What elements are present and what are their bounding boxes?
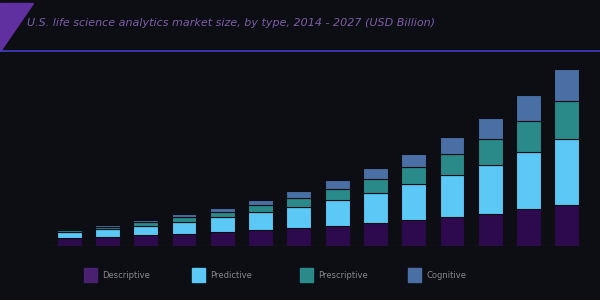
Text: Predictive: Predictive	[210, 271, 252, 280]
Text: Descriptive: Descriptive	[102, 271, 150, 280]
Bar	[56, 232, 82, 238]
Bar	[172, 218, 196, 222]
Bar	[172, 214, 196, 218]
Bar	[286, 206, 311, 228]
Bar	[248, 230, 273, 246]
Bar	[172, 234, 196, 246]
Bar	[440, 154, 464, 175]
Text: U.S. life science analytics market size, by type, 2014 - 2027 (USD Billion): U.S. life science analytics market size,…	[27, 18, 435, 28]
Bar	[192, 268, 205, 282]
Bar	[133, 222, 158, 226]
Bar	[440, 175, 464, 217]
Bar	[133, 220, 158, 222]
Bar	[440, 217, 464, 246]
Bar	[95, 225, 120, 226]
Bar	[325, 180, 350, 189]
Bar	[554, 101, 580, 139]
Bar	[554, 139, 580, 205]
Text: Prescriptive: Prescriptive	[318, 271, 368, 280]
Bar	[210, 212, 235, 217]
Bar	[300, 268, 313, 282]
Bar	[325, 226, 350, 246]
Bar	[210, 232, 235, 246]
Bar	[478, 164, 503, 214]
Bar	[248, 212, 273, 230]
Bar	[401, 167, 426, 184]
Bar	[172, 222, 196, 234]
Bar	[516, 209, 541, 246]
Bar	[56, 238, 82, 246]
Bar	[363, 168, 388, 179]
Bar	[56, 230, 82, 232]
Bar	[408, 268, 421, 282]
Bar	[516, 121, 541, 152]
Bar	[478, 139, 503, 164]
Bar	[516, 95, 541, 121]
Bar	[401, 154, 426, 167]
Bar	[56, 229, 82, 230]
Bar	[401, 220, 426, 246]
Bar	[440, 137, 464, 154]
Bar	[210, 208, 235, 212]
Bar	[210, 217, 235, 232]
Bar	[363, 193, 388, 223]
Bar	[286, 198, 311, 206]
Bar	[363, 223, 388, 246]
Bar	[325, 189, 350, 200]
Bar	[401, 184, 426, 220]
Bar	[95, 229, 120, 237]
Text: Cognitive: Cognitive	[426, 271, 466, 280]
Bar	[95, 226, 120, 229]
Bar	[286, 191, 311, 198]
Bar	[554, 69, 580, 101]
Bar	[133, 226, 158, 235]
Bar	[325, 200, 350, 226]
Polygon shape	[0, 3, 33, 51]
Bar	[478, 118, 503, 139]
Bar	[248, 205, 273, 212]
Bar	[133, 235, 158, 246]
Bar	[554, 205, 580, 246]
Bar	[478, 214, 503, 246]
Bar	[248, 200, 273, 205]
Bar	[363, 179, 388, 193]
Bar	[95, 237, 120, 246]
Bar	[286, 228, 311, 246]
Bar	[84, 268, 97, 282]
Bar	[516, 152, 541, 209]
